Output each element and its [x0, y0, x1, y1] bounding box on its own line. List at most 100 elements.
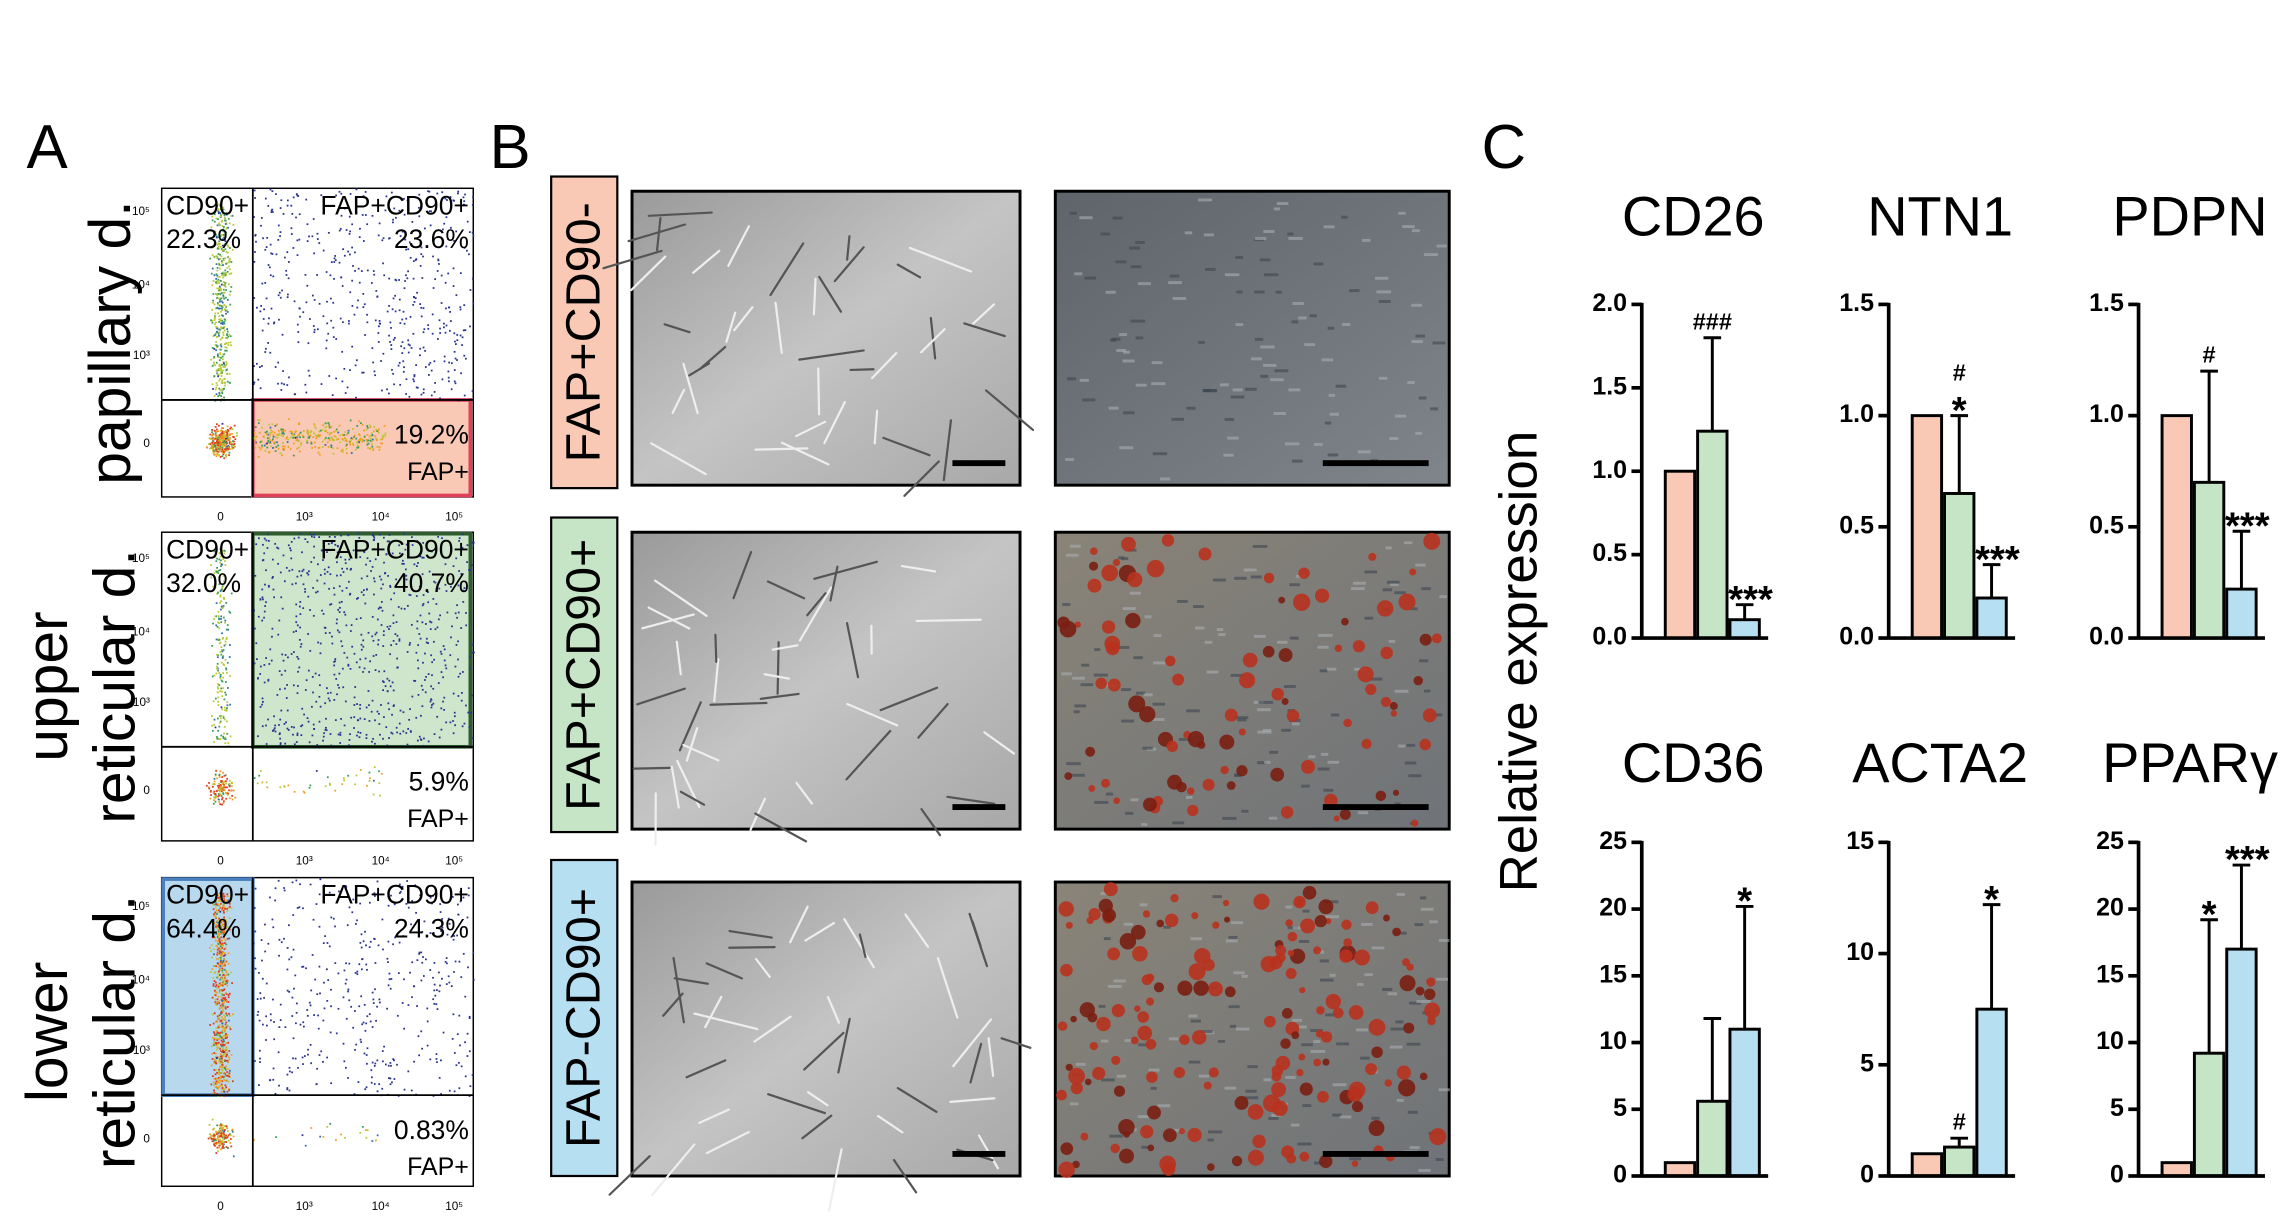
- event-dot: [363, 550, 365, 553]
- event-dot: [455, 343, 457, 345]
- event-dot: [373, 766, 376, 769]
- event-dot: [253, 1138, 255, 1141]
- event-dot: [224, 932, 226, 934]
- event-dot: [355, 359, 358, 362]
- texture: [1301, 1043, 1313, 1047]
- event-dot: [222, 636, 224, 639]
- event-dot: [225, 346, 228, 349]
- texture: [1101, 1078, 1115, 1082]
- event-dot: [422, 956, 424, 958]
- event-dot: [360, 643, 363, 646]
- event-dot: [383, 1045, 385, 1048]
- event-dot: [229, 303, 232, 306]
- event-dot: [227, 283, 230, 286]
- event-dot: [278, 670, 281, 673]
- event-dot: [463, 246, 466, 249]
- event-dot: [217, 787, 220, 789]
- lipid-droplet: [1219, 734, 1235, 750]
- event-dot: [223, 902, 225, 905]
- event-dot: [395, 578, 397, 581]
- event-dot: [210, 1064, 213, 1067]
- event-dot: [348, 580, 350, 583]
- scale-bar: [1322, 460, 1429, 467]
- texture: [1435, 1158, 1444, 1161]
- texture: [1218, 633, 1226, 637]
- event-dot: [274, 887, 277, 890]
- event-dot: [329, 432, 332, 435]
- event-dot: [214, 893, 216, 896]
- lipid-droplet: [1084, 1078, 1092, 1086]
- event-dot: [376, 1090, 379, 1093]
- event-dot: [439, 614, 442, 617]
- event-dot: [282, 554, 285, 557]
- micrograph: [630, 530, 1022, 831]
- lipid-droplet: [1191, 912, 1199, 920]
- event-dot: [449, 721, 452, 724]
- event-dot: [255, 362, 258, 365]
- event-dot: [212, 700, 215, 703]
- lipid-droplet: [1317, 1090, 1329, 1103]
- event-dot: [259, 387, 262, 390]
- event-dot: [211, 1036, 214, 1039]
- event-dot: [226, 244, 229, 247]
- event-dot: [227, 1134, 230, 1137]
- event-dot: [230, 789, 233, 792]
- event-dot: [427, 190, 429, 193]
- event-dot: [217, 930, 220, 933]
- event-dot: [225, 980, 228, 983]
- event-dot: [230, 592, 233, 595]
- event-dot: [226, 1014, 229, 1017]
- event-dot: [222, 234, 225, 236]
- event-dot: [220, 789, 223, 791]
- event-dot: [351, 246, 353, 249]
- event-dot: [211, 254, 214, 257]
- event-dot: [363, 435, 366, 438]
- event-dot: [231, 1131, 234, 1133]
- event-dot: [370, 440, 373, 443]
- event-dot: [313, 425, 316, 428]
- event-dot: [270, 432, 272, 434]
- texture: [1395, 1020, 1404, 1024]
- event-dot: [411, 961, 414, 964]
- event-dot: [372, 1002, 375, 1005]
- event-dot: [357, 731, 360, 734]
- texture: [1170, 1128, 1185, 1132]
- event-dot: [258, 1084, 260, 1086]
- texture: [1225, 939, 1238, 943]
- event-dot: [225, 782, 228, 785]
- event-dot: [227, 344, 230, 346]
- significance: ***: [2225, 838, 2270, 881]
- event-dot: [403, 322, 406, 325]
- texture: [1386, 580, 1400, 584]
- event-dot: [286, 727, 289, 730]
- event-dot: [260, 217, 263, 219]
- event-dot: [219, 641, 222, 644]
- event-dot: [374, 962, 377, 964]
- lipid-droplet: [1375, 790, 1387, 802]
- event-dot: [226, 720, 228, 723]
- lipid-droplet: [1376, 600, 1394, 617]
- event-dot: [424, 652, 426, 655]
- event-dot: [438, 263, 440, 265]
- event-dot: [263, 996, 265, 999]
- event-dot: [216, 428, 218, 431]
- event-dot: [307, 431, 310, 433]
- event-dot: [272, 576, 274, 578]
- event-dot: [222, 450, 225, 453]
- event-dot: [371, 566, 374, 568]
- event-dot: [257, 456, 260, 458]
- event-dot: [371, 445, 374, 448]
- texture: [1233, 971, 1245, 975]
- event-dot: [219, 442, 222, 445]
- event-dot: [230, 971, 232, 974]
- event-dot: [336, 551, 339, 554]
- texture: [1288, 236, 1303, 240]
- flow-x-tick: 0: [217, 855, 224, 868]
- texture: [1385, 546, 1392, 550]
- event-dot: [261, 781, 264, 784]
- lipid-droplet: [1239, 672, 1256, 689]
- event-dot: [218, 917, 221, 920]
- texture: [1150, 1086, 1157, 1090]
- flow-y-tick: 10³: [133, 1044, 150, 1057]
- event-dot: [221, 690, 223, 693]
